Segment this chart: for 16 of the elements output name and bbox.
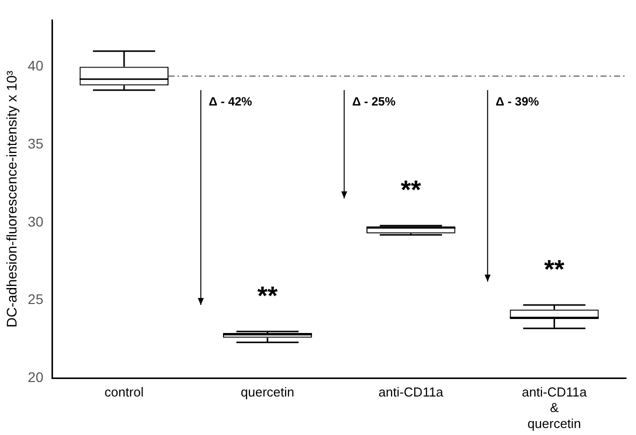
annotation: ** (257, 280, 278, 311)
annotation: Δ - 25% (352, 94, 396, 108)
annotation: ** (400, 174, 422, 205)
annotation: ** (544, 254, 566, 284)
y-tick-label: 25 (28, 291, 44, 308)
y-tick-label: 30 (28, 213, 44, 230)
x-tick-label: anti-CD11a (378, 384, 444, 400)
annotation: Δ - 42% (208, 94, 252, 108)
x-tick-label: control (104, 384, 144, 400)
y-axis-title: DC-adhesion-fluorescence-intensity x 10³ (3, 70, 20, 328)
y-tick-label: 35 (28, 135, 44, 152)
y-tick-label: 40 (28, 58, 44, 74)
annotation: Δ - 39% (496, 94, 540, 108)
x-tick-label: quercetin (240, 384, 294, 400)
x-tick-label: anti-CD11a & quercetin (522, 384, 588, 431)
y-tick-label: 20 (28, 369, 44, 386)
